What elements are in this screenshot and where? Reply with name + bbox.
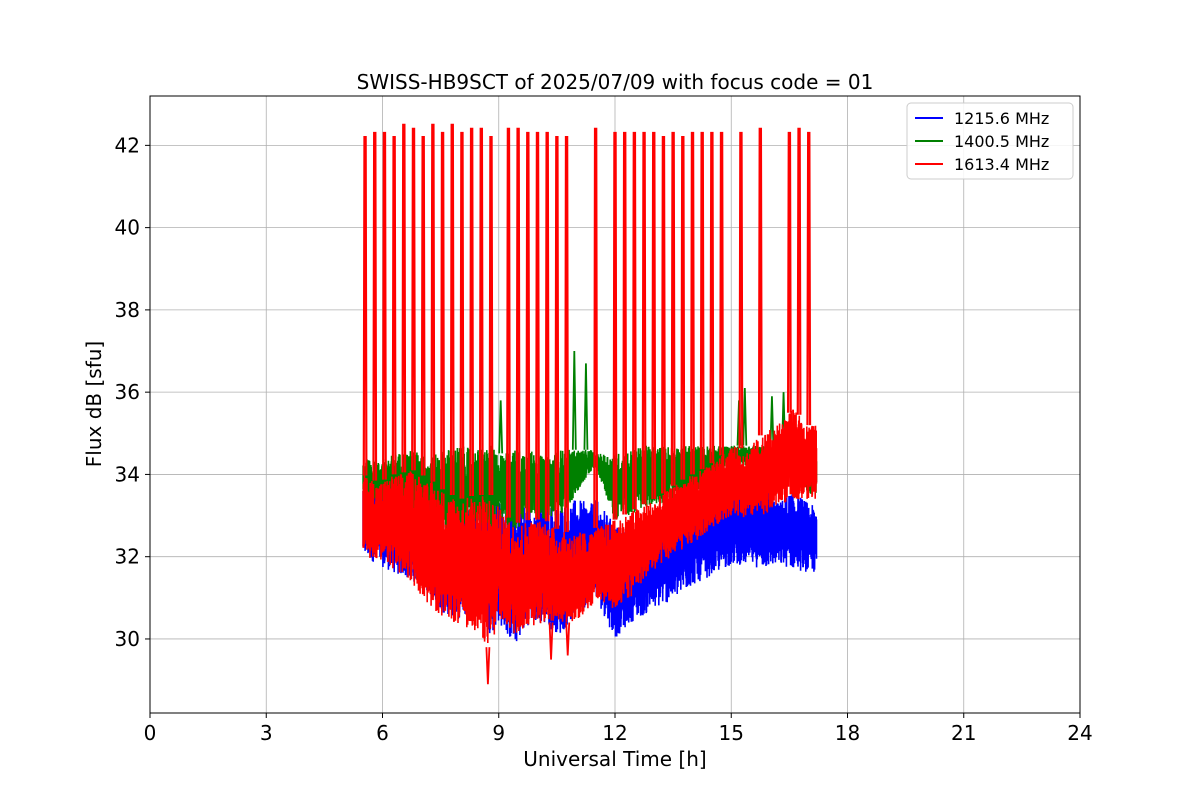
y-tick-label: 40: [115, 216, 140, 240]
chart-title: SWISS-HB9SCT of 2025/07/09 with focus co…: [357, 70, 874, 94]
legend: 1215.6 MHz 1400.5 MHz 1613.4 MHz: [906, 102, 1074, 180]
series-trace: [362, 409, 818, 644]
calibration-spike: [786, 131, 792, 413]
calibration-spike: [362, 136, 368, 476]
calibration-spike: [440, 131, 445, 490]
series-dip: [565, 622, 571, 656]
calibration-spike: [478, 127, 484, 495]
calibration-spike: [680, 136, 686, 480]
calibration-spike: [525, 131, 531, 521]
series-spike: [769, 396, 775, 449]
calibration-spike: [382, 131, 387, 480]
calibration-spike: [709, 131, 715, 464]
calibration-spike: [738, 131, 744, 449]
calibration-spike: [401, 123, 407, 473]
calibration-spike: [430, 123, 436, 482]
legend-entry: 1613.4 MHz: [954, 155, 1049, 174]
calibration-spike: [757, 127, 763, 436]
calibration-spike: [372, 131, 378, 481]
calibration-spike: [631, 131, 637, 510]
calibration-spike: [661, 136, 666, 494]
x-tick-label: 15: [719, 721, 744, 745]
series-dip: [485, 647, 491, 685]
calibration-spike: [515, 127, 521, 523]
x-tick-label: 24: [1067, 721, 1092, 745]
x-tick-label: 18: [835, 721, 860, 745]
x-tick-label: 21: [951, 721, 976, 745]
y-tick-label: 32: [115, 545, 140, 569]
calibration-spike: [535, 131, 540, 520]
calibration-spike: [806, 131, 812, 426]
calibration-spike: [622, 131, 628, 515]
y-axis-label: Flux dB [sfu]: [82, 341, 106, 467]
calibration-spike: [544, 131, 550, 522]
calibration-spike: [554, 136, 560, 529]
calibration-spike: [469, 127, 475, 497]
legend-entry: 1215.6 MHz: [954, 109, 1049, 128]
calibration-spike: [670, 131, 676, 486]
series-layer: [362, 123, 818, 685]
calibration-spike: [449, 123, 455, 495]
y-tick-label: 30: [115, 627, 140, 651]
y-tick-label: 42: [115, 133, 140, 157]
calibration-spike: [593, 127, 599, 528]
calibration-spike: [420, 136, 426, 476]
legend-entry: 1400.5 MHz: [954, 132, 1049, 151]
x-axis-label: Universal Time [h]: [523, 747, 706, 771]
x-tick-label: 3: [260, 721, 273, 745]
calibration-spike: [564, 136, 569, 533]
x-tick-label: 12: [602, 721, 627, 745]
series-spike: [498, 400, 504, 454]
series-1613-4-mhz: [362, 123, 818, 685]
y-tick-label: 36: [115, 380, 140, 404]
calibration-spike: [612, 131, 618, 520]
x-tick-label: 0: [144, 721, 157, 745]
calibration-spike: [391, 136, 397, 475]
y-tick-label: 34: [115, 462, 140, 486]
calibration-spike: [651, 131, 657, 500]
legend-box: [906, 102, 1074, 180]
calibration-spike: [719, 131, 724, 456]
calibration-spike: [488, 136, 494, 495]
calibration-spike: [796, 127, 802, 415]
calibration-spike: [459, 131, 465, 499]
series-spike: [583, 363, 589, 450]
series-spike: [742, 388, 748, 446]
x-tick-label: 9: [492, 721, 505, 745]
calibration-spike: [699, 131, 705, 470]
y-tick-label: 38: [115, 298, 140, 322]
series-dip: [548, 622, 554, 660]
calibration-spike: [690, 131, 695, 475]
calibration-spike: [641, 131, 647, 505]
calibration-spike: [506, 127, 511, 518]
x-tick-label: 6: [376, 721, 389, 745]
series-spike: [571, 351, 577, 450]
calibration-spike: [411, 127, 416, 471]
